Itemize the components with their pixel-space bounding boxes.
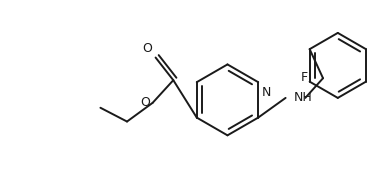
Text: O: O (140, 96, 150, 109)
Text: O: O (142, 42, 152, 55)
Text: NH: NH (293, 91, 312, 104)
Text: F: F (301, 71, 308, 84)
Text: N: N (262, 86, 272, 99)
